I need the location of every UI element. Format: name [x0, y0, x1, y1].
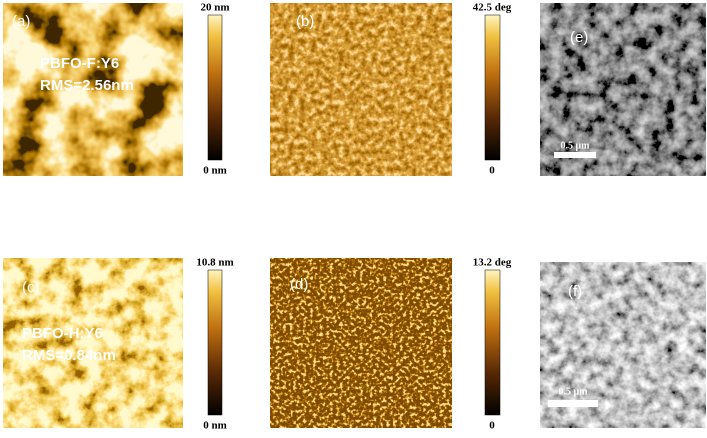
panel-label: (e): [570, 29, 588, 46]
afm-height-image: [3, 258, 183, 428]
afm-phase-image: [270, 3, 452, 176]
scale-bar: [548, 400, 598, 407]
colorbar-max: 42.5 deg: [473, 2, 512, 14]
colorbar-min: 0 nm: [203, 165, 227, 177]
panel-label: (c): [22, 279, 40, 296]
rms-value: RMS=0.84nm: [22, 347, 116, 364]
colorbar: [207, 14, 223, 161]
colorbar: [207, 269, 223, 416]
afm-height-image: [3, 3, 183, 176]
scale-bar-label: 0.5 μm: [561, 140, 591, 151]
panel-label: (a): [12, 13, 30, 30]
panel-label: (b): [296, 13, 314, 30]
colorbar-min: 0: [489, 420, 495, 432]
scale-bar: [554, 152, 596, 158]
colorbar-min: 0 nm: [203, 420, 227, 432]
afm-phase-image: [270, 258, 452, 428]
panel-label: (d): [290, 276, 308, 293]
rms-value: RMS=2.56nm: [40, 77, 134, 94]
tem-image: [540, 3, 706, 176]
colorbar: [484, 14, 501, 161]
scale-bar-label: 0.5 μm: [559, 386, 589, 397]
sample-name: PBFO-H:Y6: [22, 325, 103, 342]
colorbar-max: 20 nm: [200, 2, 229, 14]
colorbar-max: 10.8 nm: [196, 257, 233, 269]
colorbar-max: 13.2 deg: [473, 257, 512, 269]
colorbar-min: 0: [489, 165, 495, 177]
sample-name: PBFO-F:Y6: [40, 55, 119, 72]
panel-label: (f): [568, 283, 582, 300]
colorbar: [484, 269, 501, 416]
